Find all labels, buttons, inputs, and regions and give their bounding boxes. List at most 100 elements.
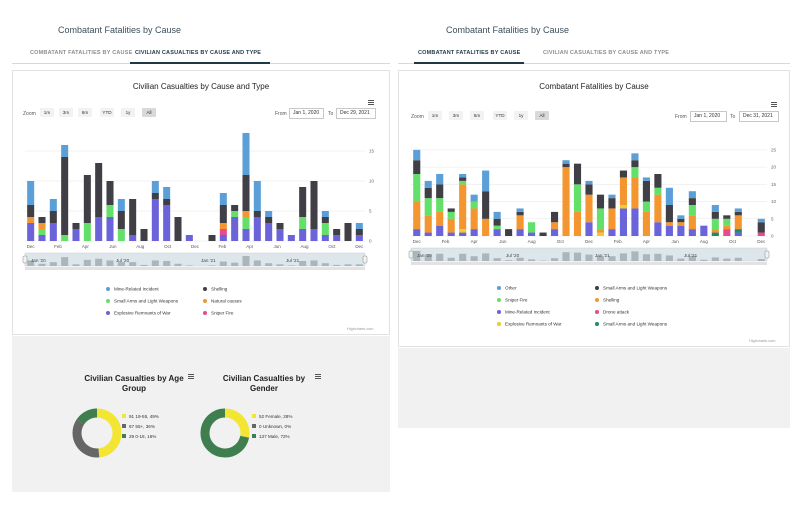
bar-segment[interactable]: [619, 208, 628, 236]
bar-segment[interactable]: [83, 223, 91, 241]
bar-segment[interactable]: [413, 174, 421, 202]
bar-segment[interactable]: [299, 187, 307, 217]
bar-segment[interactable]: [163, 187, 171, 199]
bar-segment[interactable]: [596, 229, 605, 233]
bar-segment[interactable]: [642, 180, 650, 202]
bar-segment[interactable]: [573, 163, 582, 185]
bar-segment[interactable]: [631, 177, 639, 209]
bar-segment[interactable]: [106, 205, 114, 217]
tab-combatant-fatalities[interactable]: COMBATANT FATALITIES BY CAUSE: [30, 50, 133, 56]
bar-segment[interactable]: [321, 235, 329, 241]
bar-segment[interactable]: [321, 217, 329, 223]
bar-segment[interactable]: [253, 181, 261, 211]
bar-segment[interactable]: [642, 177, 650, 181]
tab-combatant-fatalities[interactable]: COMBATANT FATALITIES BY CAUSE: [418, 50, 521, 56]
bar-segment[interactable]: [654, 187, 662, 195]
bar-segment[interactable]: [573, 184, 582, 212]
bar-segment[interactable]: [219, 205, 227, 223]
bar-segment[interactable]: [106, 217, 114, 241]
bar-segment[interactable]: [734, 211, 742, 216]
bar-segment[interactable]: [505, 229, 513, 236]
bar-segment[interactable]: [436, 211, 444, 226]
navigator-handle[interactable]: [408, 250, 414, 259]
bar-segment[interactable]: [27, 205, 35, 217]
bar-segment[interactable]: [493, 218, 501, 226]
bar-segment[interactable]: [321, 223, 329, 235]
zoom-3m-button[interactable]: 3m: [59, 108, 73, 117]
bar-segment[interactable]: [106, 181, 114, 205]
bar-segment[interactable]: [49, 223, 57, 241]
bar-segment[interactable]: [424, 215, 432, 233]
zoom-1m-button[interactable]: 1m: [428, 111, 442, 120]
zoom-all-button[interactable]: All: [142, 108, 156, 117]
bar-segment[interactable]: [493, 225, 501, 230]
from-date-input[interactable]: Jan 1, 2020: [690, 111, 727, 122]
bar-segment[interactable]: [482, 191, 490, 219]
bar-segment[interactable]: [333, 235, 341, 241]
bar-segment[interactable]: [333, 229, 341, 235]
bar-segment[interactable]: [436, 174, 444, 185]
legend-item[interactable]: Shelling: [211, 287, 228, 292]
donut-legend-item[interactable]: 67 55+, 36%: [129, 424, 155, 429]
tab-civilian-casualties[interactable]: CIVILIAN CASUALTIES BY CAUSE AND TYPE: [543, 50, 670, 56]
bar-segment[interactable]: [734, 215, 742, 230]
bar-segment[interactable]: [677, 218, 685, 223]
bar-segment[interactable]: [562, 167, 570, 236]
bar-segment[interactable]: [470, 229, 478, 236]
bar-segment[interactable]: [253, 217, 261, 241]
bar-segment[interactable]: [493, 229, 501, 236]
bar-segment[interactable]: [436, 184, 444, 199]
bar-segment[interactable]: [516, 229, 524, 236]
from-date-input[interactable]: Jan 1, 2020: [289, 108, 324, 119]
bar-segment[interactable]: [219, 223, 227, 229]
bar-segment[interactable]: [242, 175, 250, 211]
legend-item[interactable]: Other: [505, 286, 517, 291]
bar-segment[interactable]: [550, 211, 559, 223]
bar-segment[interactable]: [459, 229, 467, 233]
bar-segment[interactable]: [665, 222, 673, 226]
bar-segment[interactable]: [219, 193, 227, 205]
legend-item[interactable]: Natural causes: [211, 299, 242, 304]
bar-segment[interactable]: [700, 225, 708, 236]
bar-segment[interactable]: [38, 235, 46, 241]
donut-legend-item[interactable]: 0 Unknown, 0%: [259, 424, 291, 429]
bar-segment[interactable]: [665, 187, 673, 205]
bar-segment[interactable]: [424, 198, 432, 216]
bar-segment[interactable]: [677, 225, 685, 236]
bar-segment[interactable]: [413, 149, 421, 161]
bar-segment[interactable]: [95, 163, 103, 217]
bar-segment[interactable]: [447, 211, 455, 219]
bar-segment[interactable]: [711, 229, 719, 233]
bar-segment[interactable]: [129, 235, 137, 241]
bar-segment[interactable]: [619, 205, 628, 209]
bar-segment[interactable]: [242, 211, 250, 217]
bar-segment[interactable]: [734, 208, 742, 212]
bar-segment[interactable]: [723, 218, 731, 226]
bar-segment[interactable]: [585, 180, 593, 185]
bar-segment[interactable]: [38, 217, 46, 223]
bar-segment[interactable]: [665, 205, 673, 223]
zoom-6m-button[interactable]: 6m: [470, 111, 484, 120]
legend-item[interactable]: Drone attack: [603, 310, 630, 315]
bar-segment[interactable]: [608, 208, 616, 230]
bar-segment[interactable]: [723, 225, 731, 230]
legend-item[interactable]: Small Arms and Light Weapons: [603, 286, 668, 291]
bar-segment[interactable]: [310, 181, 318, 229]
bar-segment[interactable]: [596, 208, 605, 230]
donut-legend-item[interactable]: 137 Male, 72%: [259, 434, 290, 439]
donut-slice[interactable]: [224, 408, 250, 438]
zoom-ytd-button[interactable]: YTD: [100, 108, 114, 117]
zoom-1y-button[interactable]: 1y: [121, 108, 135, 117]
bar-segment[interactable]: [219, 229, 227, 235]
bar-segment[interactable]: [242, 229, 250, 241]
bar-segment[interactable]: [723, 215, 731, 219]
bar-segment[interactable]: [27, 181, 35, 205]
bar-segment[interactable]: [631, 160, 639, 168]
bar-segment[interactable]: [757, 218, 765, 223]
bar-segment[interactable]: [631, 167, 639, 178]
bar-segment[interactable]: [61, 157, 69, 235]
bar-segment[interactable]: [516, 208, 524, 212]
bar-segment[interactable]: [61, 235, 69, 241]
bar-segment[interactable]: [436, 198, 444, 212]
bar-segment[interactable]: [265, 211, 273, 217]
